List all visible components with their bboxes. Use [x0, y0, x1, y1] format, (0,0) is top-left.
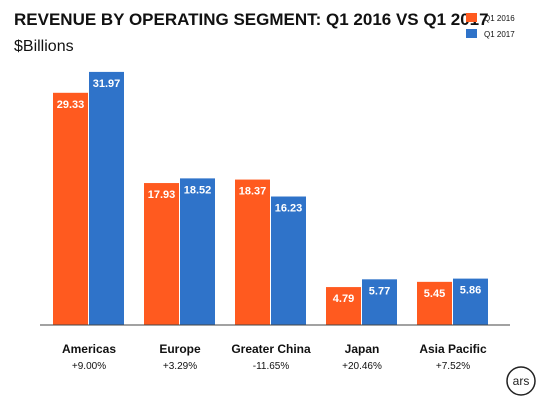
- bar-asia-pacific-q1-2016: [417, 281, 452, 325]
- bar-americas-q1-2016: [53, 92, 88, 325]
- ars-logo-text: ars: [513, 374, 530, 388]
- bar-greater-china-q1-2017: [271, 196, 306, 325]
- chart-title: REVENUE BY OPERATING SEGMENT: Q1 2016 VS…: [14, 10, 489, 29]
- legend-swatch-q1-2017: [466, 29, 477, 38]
- bar-europe-q1-2017: [180, 178, 215, 325]
- chart-subtitle: $Billions: [14, 38, 74, 55]
- legend-label-q1-2016: Q1 2016: [484, 14, 515, 23]
- change-label-japan: +20.46%: [342, 361, 382, 372]
- bar-label-americas-q1-2016: 29.33: [57, 99, 85, 111]
- bar-label-asia-pacific-q1-2016: 5.45: [424, 288, 445, 300]
- legend: Q1 2016 Q1 2017: [466, 13, 515, 39]
- legend-swatch-q1-2016: [466, 13, 477, 22]
- bar-label-americas-q1-2017: 31.97: [93, 78, 121, 90]
- ars-logo: ars: [506, 366, 536, 396]
- bar-europe-q1-2016: [144, 183, 179, 325]
- bar-japan-q1-2017: [362, 279, 397, 325]
- bar-label-japan-q1-2017: 5.77: [369, 285, 390, 297]
- x-labels-group: Americas +9.00% Europe +3.29% Greater China -…: [62, 342, 487, 372]
- bar-asia-pacific-q1-2017: [453, 278, 488, 325]
- category-label-japan: Japan: [345, 342, 380, 356]
- bar-greater-china-q1-2016: [235, 179, 270, 325]
- category-label-greater-china: Greater China: [231, 342, 311, 356]
- change-label-asia-pacific: +7.52%: [436, 361, 470, 372]
- category-label-asia-pacific: Asia Pacific: [419, 342, 487, 356]
- bar-label-europe-q1-2017: 18.52: [184, 184, 212, 196]
- legend-label-q1-2017: Q1 2017: [484, 30, 515, 39]
- bar-label-greater-china-q1-2017: 16.23: [275, 203, 303, 215]
- category-label-europe: Europe: [159, 342, 201, 356]
- category-label-americas: Americas: [62, 342, 116, 356]
- change-label-greater-china: -11.65%: [253, 361, 290, 372]
- change-label-europe: +3.29%: [163, 361, 197, 372]
- bar-label-europe-q1-2016: 17.93: [148, 189, 176, 201]
- bar-label-greater-china-q1-2016: 18.37: [239, 186, 267, 198]
- bar-label-asia-pacific-q1-2017: 5.86: [460, 285, 481, 297]
- bar-label-japan-q1-2016: 4.79: [333, 293, 354, 305]
- change-label-americas: +9.00%: [72, 361, 106, 372]
- bar-japan-q1-2016: [326, 287, 361, 325]
- bars-group: 29.33 31.97 17.93 18.52 18.37 16.23 4.79 5.77 5.…: [53, 71, 488, 325]
- bar-americas-q1-2017: [89, 71, 124, 325]
